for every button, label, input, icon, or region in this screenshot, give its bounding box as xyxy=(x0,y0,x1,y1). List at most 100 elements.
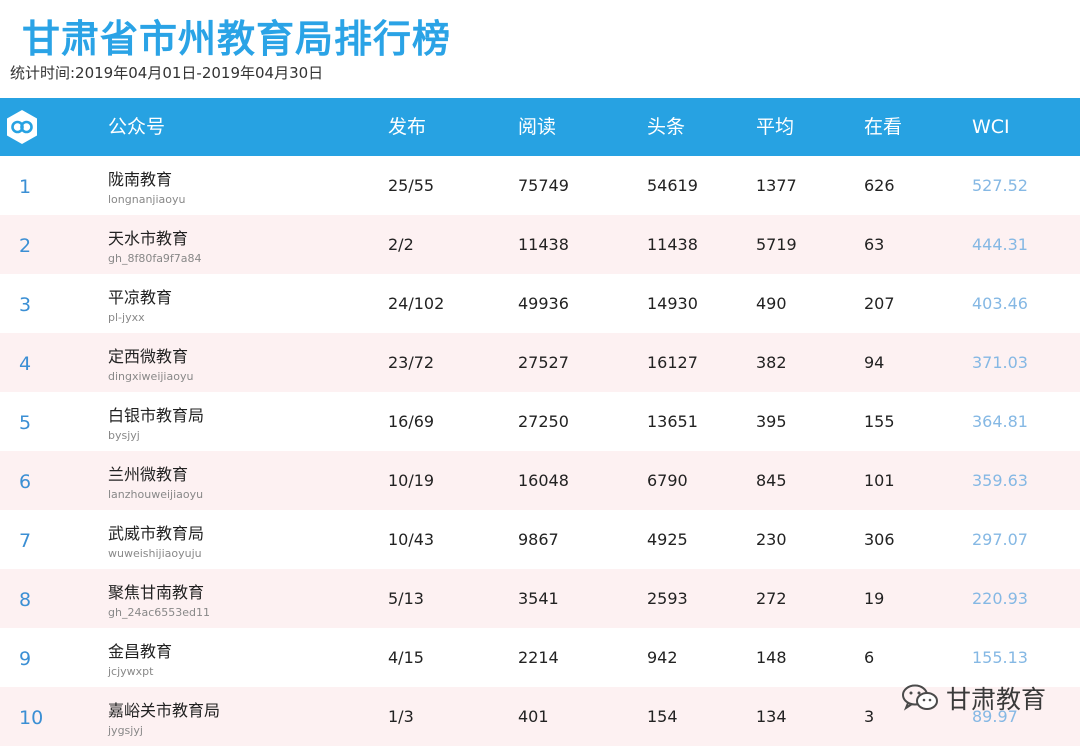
headline-value: 4925 xyxy=(647,530,688,549)
account-cell: 武威市教育局 wuweishijiaoyuju xyxy=(108,520,204,560)
wci-value: 403.46 xyxy=(972,294,1028,313)
page-title: 甘肃省市州教育局排行榜 xyxy=(22,17,452,61)
published-value: 2/2 xyxy=(388,235,414,254)
col-headline: 头条 xyxy=(647,116,686,138)
watching-value: 63 xyxy=(864,235,885,254)
wci-value: 89.97 xyxy=(972,707,1018,726)
reads-value: 11438 xyxy=(518,235,569,254)
account-id: jcjywxpt xyxy=(108,665,154,678)
rank: 1 xyxy=(19,176,32,198)
headline-value: 54619 xyxy=(647,176,698,195)
watermark: 甘肃教育 xyxy=(900,680,1046,716)
rank: 2 xyxy=(19,235,32,257)
watching-value: 626 xyxy=(864,176,895,195)
wechat-icon xyxy=(901,684,938,711)
headline-value: 154 xyxy=(647,707,678,726)
account-id: dingxiweijiaoyu xyxy=(108,370,194,383)
average-value: 1377 xyxy=(756,176,797,195)
wci-value: 364.81 xyxy=(972,412,1028,431)
rank: 6 xyxy=(19,471,32,493)
wci-value: 527.52 xyxy=(972,176,1028,195)
account-cell: 陇南教育 longnanjiaoyu xyxy=(108,166,186,206)
table-row: 6 兰州微教育 lanzhouweijiaoyu 10/19 16048 679… xyxy=(0,451,1080,510)
account-name: 兰州微教育 xyxy=(108,465,189,484)
rank: 9 xyxy=(19,648,32,670)
table-row: 9 金昌教育 jcjywxpt 4/15 2214 942 148 6 155.… xyxy=(0,628,1080,687)
reads-value: 401 xyxy=(518,707,549,726)
account-cell: 平凉教育 pl-jyxx xyxy=(108,284,172,324)
wci-value: 444.31 xyxy=(972,235,1028,254)
account-id: gh_8f80fa9f7a84 xyxy=(108,252,202,265)
account-id: gh_24ac6553ed11 xyxy=(108,606,210,619)
account-id: lanzhouweijiaoyu xyxy=(108,488,204,501)
account-id: jygsjyj xyxy=(108,724,143,737)
average-value: 230 xyxy=(756,530,787,549)
watching-value: 101 xyxy=(864,471,895,490)
stat-period: 统计时间:2019年04月01日-2019年04月30日 xyxy=(10,64,324,82)
rank: 10 xyxy=(19,707,44,729)
account-name: 陇南教育 xyxy=(108,170,173,189)
reads-value: 9867 xyxy=(518,530,559,549)
watching-value: 155 xyxy=(864,412,895,431)
wci-value: 220.93 xyxy=(972,589,1028,608)
average-value: 395 xyxy=(756,412,787,431)
table-row: 3 平凉教育 pl-jyxx 24/102 49936 14930 490 20… xyxy=(0,274,1080,333)
wci-value: 371.03 xyxy=(972,353,1028,372)
rank: 4 xyxy=(19,353,32,375)
published-value: 10/43 xyxy=(388,530,435,549)
rank: 8 xyxy=(19,589,32,611)
account-cell: 天水市教育 gh_8f80fa9f7a84 xyxy=(108,225,202,265)
account-name: 天水市教育 xyxy=(108,229,189,248)
headline-value: 13651 xyxy=(647,412,698,431)
table-header: 公众号 发布 阅读 头条 平均 在看 WCI xyxy=(0,98,1080,156)
account-name: 定西微教育 xyxy=(108,347,189,366)
table-row: 4 定西微教育 dingxiweijiaoyu 23/72 27527 1612… xyxy=(0,333,1080,392)
table-row: 2 天水市教育 gh_8f80fa9f7a84 2/2 11438 11438 … xyxy=(0,215,1080,274)
table-row: 7 武威市教育局 wuweishijiaoyuju 10/43 9867 492… xyxy=(0,510,1080,569)
account-id: pl-jyxx xyxy=(108,311,145,324)
reads-value: 27250 xyxy=(518,412,569,431)
average-value: 382 xyxy=(756,353,787,372)
headline-value: 2593 xyxy=(647,589,688,608)
average-value: 845 xyxy=(756,471,787,490)
account-name: 聚焦甘南教育 xyxy=(108,583,205,602)
account-name: 白银市教育局 xyxy=(108,406,205,425)
rank: 7 xyxy=(19,530,32,552)
table-row: 8 聚焦甘南教育 gh_24ac6553ed11 5/13 3541 2593 … xyxy=(0,569,1080,628)
watermark-text: 甘肃教育 xyxy=(945,685,1046,714)
watching-value: 306 xyxy=(864,530,895,549)
published-value: 16/69 xyxy=(388,412,435,431)
headline-value: 11438 xyxy=(647,235,698,254)
account-cell: 聚焦甘南教育 gh_24ac6553ed11 xyxy=(108,579,210,619)
account-cell: 金昌教育 jcjywxpt xyxy=(108,638,172,678)
watching-value: 94 xyxy=(864,353,885,372)
reads-value: 2214 xyxy=(518,648,559,667)
headline-value: 942 xyxy=(647,648,678,667)
col-account: 公众号 xyxy=(108,116,166,138)
account-name: 武威市教育局 xyxy=(108,524,205,543)
col-average: 平均 xyxy=(756,116,795,138)
reads-value: 3541 xyxy=(518,589,559,608)
account-name: 嘉峪关市教育局 xyxy=(108,701,221,720)
account-cell: 定西微教育 dingxiweijiaoyu xyxy=(108,343,193,383)
account-id: longnanjiaoyu xyxy=(108,193,186,206)
published-value: 24/102 xyxy=(388,294,445,313)
watching-value: 6 xyxy=(864,648,875,667)
reads-value: 16048 xyxy=(518,471,569,490)
reads-value: 27527 xyxy=(518,353,569,372)
rank: 5 xyxy=(19,412,32,434)
watching-value: 19 xyxy=(864,589,885,608)
watching-value: 207 xyxy=(864,294,895,313)
account-id: bysjyj xyxy=(108,429,140,442)
table-row: 5 白银市教育局 bysjyj 16/69 27250 13651 395 15… xyxy=(0,392,1080,451)
average-value: 272 xyxy=(756,589,787,608)
reads-value: 49936 xyxy=(518,294,569,313)
headline-value: 6790 xyxy=(647,471,688,490)
average-value: 5719 xyxy=(756,235,797,254)
account-cell: 嘉峪关市教育局 jygsjyj xyxy=(108,697,220,737)
published-value: 1/3 xyxy=(388,707,414,726)
watching-value: 3 xyxy=(864,707,875,726)
published-value: 4/15 xyxy=(388,648,424,667)
account-cell: 白银市教育局 bysjyj xyxy=(108,402,204,442)
average-value: 148 xyxy=(756,648,787,667)
